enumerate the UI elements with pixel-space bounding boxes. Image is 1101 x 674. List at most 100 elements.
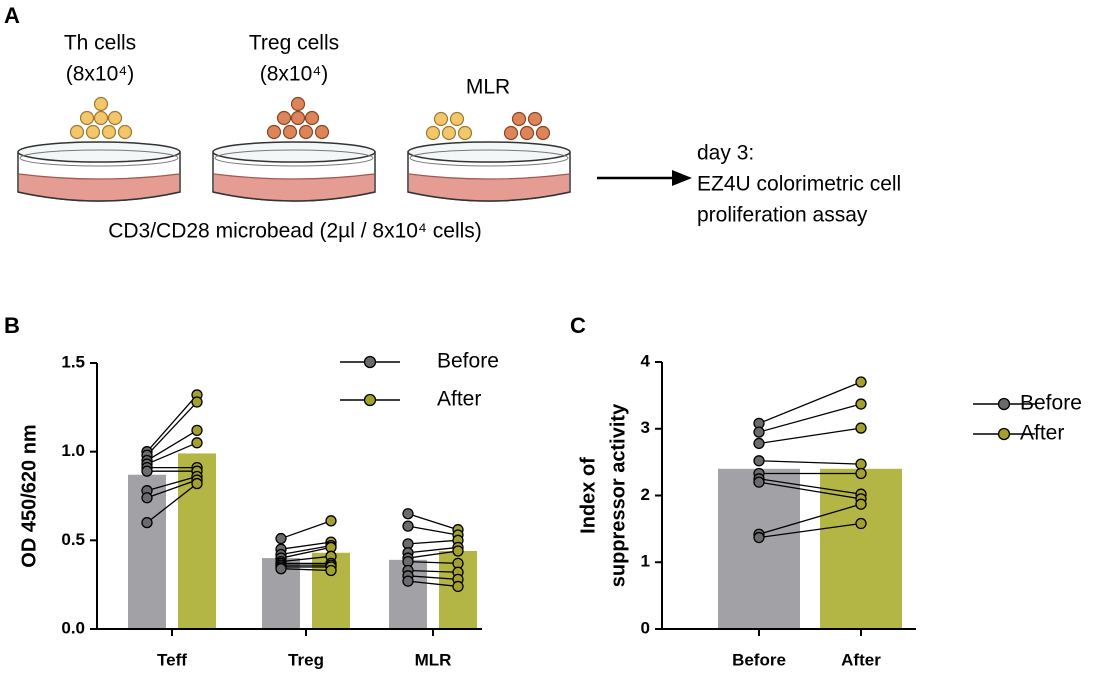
point [452,580,464,593]
legend-label: After [437,388,481,411]
point [191,424,203,437]
pair-line [280,568,332,572]
point [191,477,203,490]
bar [718,468,800,629]
point [855,458,867,470]
y-axis-label: suppressor activity [607,403,629,587]
pair-line [407,580,459,588]
dish [17,141,181,202]
y-tick-label: 3 [641,418,650,437]
assay-line: EZ4U colorimetric cell [697,173,901,196]
point [191,396,203,408]
legend-marker [363,393,377,407]
y-tick-label: 0 [641,618,650,637]
point [141,465,153,477]
y-axis-label: OD 450/620 nm [18,424,40,567]
panel-a: A Th cells (8x10⁴) Treg cells (8x10⁴) ML… [4,3,901,243]
point [855,422,867,434]
pair-line [146,483,198,524]
pair-line [407,560,459,565]
pair-line [146,475,198,492]
pair-line [280,541,332,550]
panel-label: B [4,313,20,338]
legend-marker [997,397,1011,411]
point [402,508,414,520]
y-tick-label: 1.0 [61,441,85,460]
pair-line [758,381,862,425]
x-tick-label: Teff [157,650,187,669]
assay-line: proliferation assay [697,204,868,227]
pair-line [280,520,332,540]
point [141,516,153,529]
pair-line [758,481,862,500]
point [402,575,414,587]
point [275,532,287,545]
panel-label: C [570,313,586,338]
pair-line [407,513,459,531]
x-tick-label: MLR [415,650,452,669]
point [753,476,765,488]
assay-line: day 3: [697,142,754,165]
pair-line [407,575,459,580]
pair-line [758,478,862,495]
pair-line [407,539,459,545]
y-tick-label: 0.5 [61,530,85,549]
chart: B 0.0 0.5 1.0 1.5 Teff Treg MLR OD 450/620 nm Bef… [4,313,499,670]
legend: Before After [973,392,1082,445]
point [141,492,153,504]
panel-label: A [4,3,20,28]
pair-line [758,503,862,535]
point [855,467,867,480]
point [753,455,765,467]
point [452,545,464,557]
dish-title: MLR [466,76,510,99]
legend-marker [997,427,1011,441]
pair-line [280,545,332,556]
point [855,498,867,510]
point [855,398,867,410]
pair-line [407,569,459,573]
point [753,426,765,438]
pair-line [280,546,332,559]
pair-line [407,525,459,536]
y-tick-label: 4 [641,351,651,370]
x-tick-label: Treg [288,650,324,669]
dish [407,141,571,202]
y-tick-label: 1.5 [61,352,85,371]
legend-label: Before [1020,392,1082,415]
point [325,564,337,577]
pair-line [758,522,862,539]
dish-title: Treg cells [249,32,339,55]
pair-line [146,479,198,499]
arrow-head [672,170,692,186]
pair-line [407,550,459,559]
pair-line [758,403,862,433]
bead-label: CD3/CD28 microbead (2µl / 8x10⁴ cells) [108,220,482,243]
pair-line [407,546,459,554]
point [855,517,867,530]
dish-title: Th cells [64,32,136,55]
dish [212,141,376,202]
point [402,520,414,532]
x-tick-label: Before [732,650,786,669]
dish-count: (8x10⁴) [66,63,135,86]
pair-line [758,460,862,465]
x-tick-label: After [841,650,881,669]
point [855,376,867,388]
point [325,515,337,527]
y-tick-label: 1 [641,552,650,571]
cells [69,96,551,141]
point [275,563,287,575]
legend-label: After [1020,422,1064,445]
y-tick-label: 0.0 [61,618,85,637]
point [191,437,203,449]
point [753,437,765,450]
y-tick-label: 2 [641,485,650,504]
pair-line [146,394,198,453]
pair-line [758,427,862,445]
chart: C 0 1 2 3 4 Before After Index of suppressor acti… [570,313,1082,670]
dish-count: (8x10⁴) [260,63,329,86]
pair-line [146,442,198,465]
legend: Before After [340,350,499,411]
